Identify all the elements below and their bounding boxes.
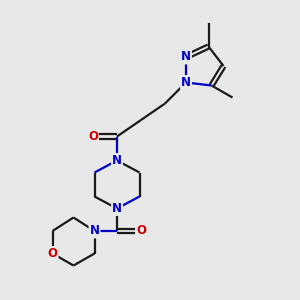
Text: N: N [181, 50, 191, 64]
Text: O: O [47, 247, 58, 260]
Text: O: O [136, 224, 146, 238]
Text: N: N [112, 202, 122, 215]
Text: N: N [89, 224, 100, 238]
Text: N: N [112, 154, 122, 167]
Text: O: O [88, 130, 98, 143]
Text: N: N [181, 76, 191, 89]
